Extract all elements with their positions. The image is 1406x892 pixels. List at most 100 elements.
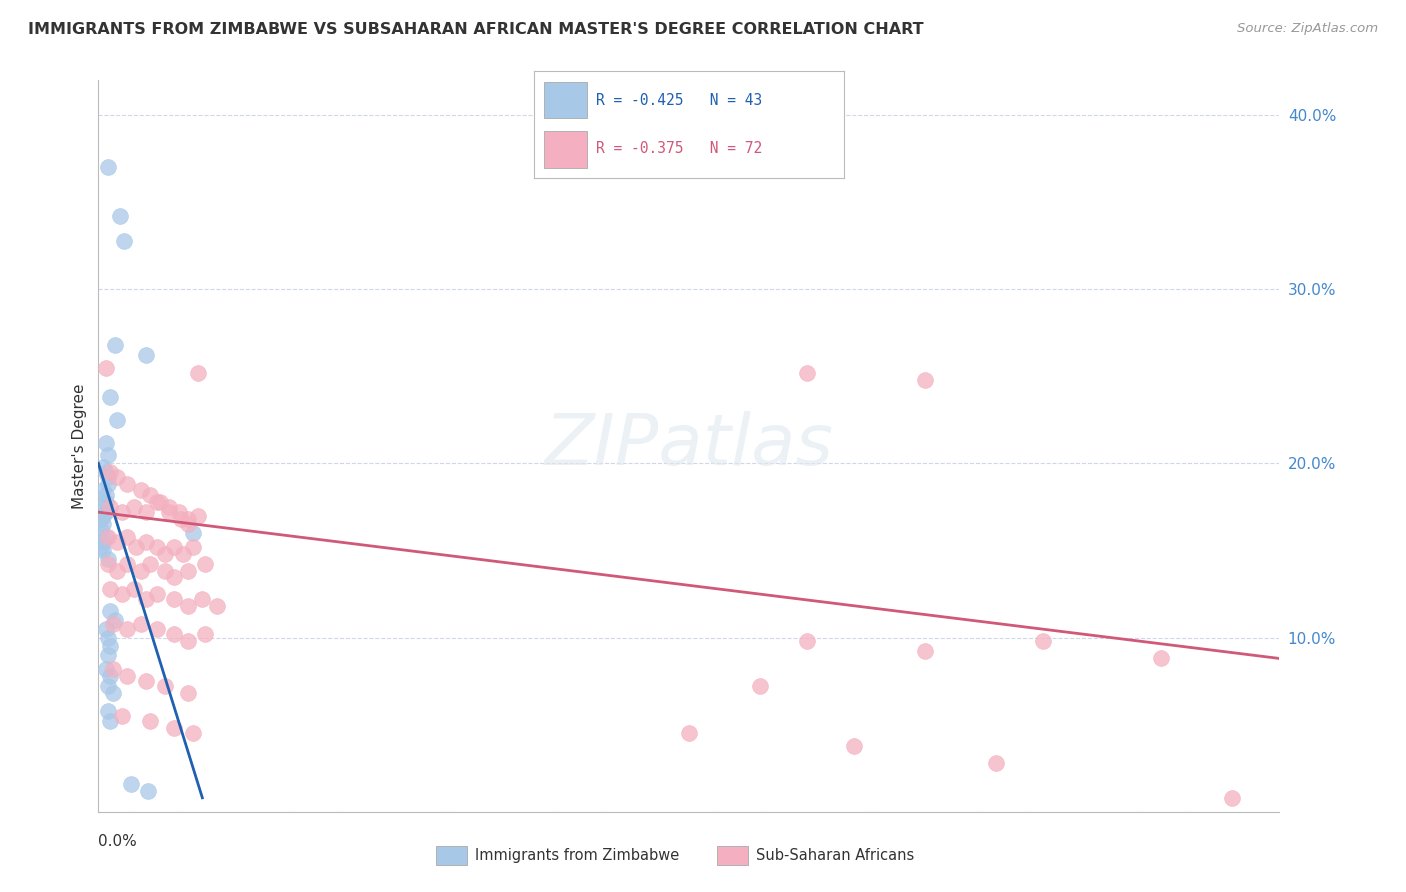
Point bbox=[91, 534, 114, 549]
Point bbox=[129, 616, 152, 631]
Point bbox=[136, 784, 159, 798]
Point bbox=[146, 587, 169, 601]
Point bbox=[135, 534, 157, 549]
Point bbox=[121, 777, 143, 791]
Point bbox=[94, 662, 117, 676]
Point bbox=[97, 679, 120, 693]
Point bbox=[115, 530, 138, 544]
Point bbox=[115, 622, 138, 636]
Point bbox=[135, 505, 157, 519]
Point bbox=[104, 613, 127, 627]
Point bbox=[146, 622, 169, 636]
Point bbox=[122, 500, 145, 514]
Point bbox=[91, 459, 114, 474]
Point bbox=[97, 631, 120, 645]
Point bbox=[94, 435, 117, 450]
Point bbox=[170, 512, 193, 526]
Point bbox=[97, 704, 120, 718]
Point bbox=[205, 599, 228, 614]
Text: R = -0.375   N = 72: R = -0.375 N = 72 bbox=[596, 141, 762, 156]
Point bbox=[94, 488, 117, 502]
Point bbox=[94, 505, 117, 519]
Point bbox=[163, 721, 186, 735]
Point bbox=[1150, 651, 1173, 665]
Point bbox=[163, 592, 186, 607]
Point bbox=[91, 500, 114, 514]
Point bbox=[105, 413, 128, 427]
Point bbox=[94, 465, 117, 479]
Point bbox=[94, 494, 117, 508]
Point bbox=[94, 530, 117, 544]
Point bbox=[90, 540, 112, 554]
Point bbox=[97, 470, 120, 484]
Point bbox=[177, 512, 200, 526]
Point bbox=[135, 592, 157, 607]
Text: R = -0.425   N = 43: R = -0.425 N = 43 bbox=[596, 93, 762, 108]
Point bbox=[97, 648, 120, 662]
Point bbox=[153, 679, 176, 693]
Bar bbox=[544, 131, 586, 168]
Point bbox=[98, 500, 121, 514]
Point bbox=[1032, 634, 1054, 648]
Point bbox=[115, 558, 138, 572]
Point bbox=[90, 512, 112, 526]
Point bbox=[194, 558, 217, 572]
Point bbox=[149, 494, 172, 508]
Point bbox=[163, 540, 186, 554]
Point bbox=[112, 234, 135, 248]
Point bbox=[101, 662, 124, 676]
Point bbox=[153, 547, 176, 561]
Point bbox=[153, 565, 176, 579]
Point bbox=[91, 508, 114, 523]
Point bbox=[91, 543, 114, 558]
Point bbox=[97, 530, 120, 544]
Point bbox=[105, 470, 128, 484]
Point bbox=[139, 488, 162, 502]
Point bbox=[115, 477, 138, 491]
Point bbox=[177, 517, 200, 532]
Point bbox=[101, 686, 124, 700]
Point bbox=[167, 505, 190, 519]
Point bbox=[104, 338, 127, 352]
Point bbox=[135, 348, 157, 362]
Point bbox=[98, 604, 121, 618]
Point bbox=[111, 709, 134, 723]
Point bbox=[748, 679, 770, 693]
Point bbox=[146, 540, 169, 554]
Point bbox=[129, 565, 152, 579]
Point bbox=[177, 686, 200, 700]
Text: IMMIGRANTS FROM ZIMBABWE VS SUBSAHARAN AFRICAN MASTER'S DEGREE CORRELATION CHART: IMMIGRANTS FROM ZIMBABWE VS SUBSAHARAN A… bbox=[28, 22, 924, 37]
Point bbox=[98, 714, 121, 728]
Point bbox=[139, 714, 162, 728]
Point bbox=[187, 366, 209, 380]
Point bbox=[678, 726, 700, 740]
Bar bbox=[544, 82, 586, 119]
Point bbox=[105, 534, 128, 549]
Point bbox=[111, 587, 134, 601]
Point bbox=[796, 634, 818, 648]
Point bbox=[177, 634, 200, 648]
Point bbox=[191, 592, 214, 607]
Point bbox=[98, 465, 121, 479]
Point bbox=[163, 627, 186, 641]
Point bbox=[122, 582, 145, 596]
Point bbox=[98, 640, 121, 654]
Point bbox=[108, 209, 131, 223]
Y-axis label: Master's Degree: Master's Degree bbox=[72, 384, 87, 508]
Point bbox=[97, 448, 120, 462]
Point bbox=[157, 505, 180, 519]
Point bbox=[94, 622, 117, 636]
Point bbox=[98, 390, 121, 404]
Text: Immigrants from Zimbabwe: Immigrants from Zimbabwe bbox=[475, 848, 679, 863]
Point bbox=[181, 726, 204, 740]
Point bbox=[796, 366, 818, 380]
Point bbox=[157, 500, 180, 514]
Point bbox=[187, 508, 209, 523]
Point bbox=[181, 526, 204, 541]
Point bbox=[172, 547, 194, 561]
Point bbox=[111, 505, 134, 519]
Point bbox=[97, 558, 120, 572]
Point bbox=[115, 669, 138, 683]
Point bbox=[177, 599, 200, 614]
Point bbox=[1220, 790, 1243, 805]
